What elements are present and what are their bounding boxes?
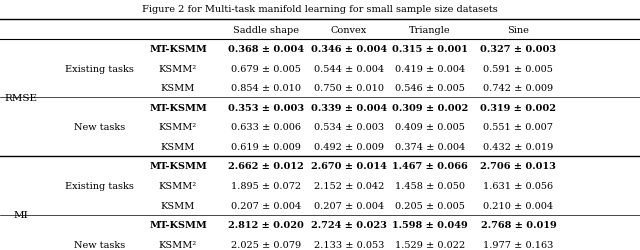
Text: New tasks: New tasks [74, 123, 125, 132]
Text: 0.409 ± 0.005: 0.409 ± 0.005 [395, 123, 465, 132]
Text: New tasks: New tasks [74, 240, 125, 249]
Text: 0.419 ± 0.004: 0.419 ± 0.004 [395, 64, 465, 73]
Text: 1.467 ± 0.066: 1.467 ± 0.066 [392, 162, 468, 171]
Text: 1.977 ± 0.163: 1.977 ± 0.163 [483, 240, 554, 249]
Text: 0.534 ± 0.003: 0.534 ± 0.003 [314, 123, 384, 132]
Text: RMSE: RMSE [4, 94, 37, 102]
Text: 0.309 ± 0.002: 0.309 ± 0.002 [392, 103, 468, 112]
Text: 1.895 ± 0.072: 1.895 ± 0.072 [230, 181, 301, 190]
Text: KSMM: KSMM [161, 142, 195, 151]
Text: 1.631 ± 0.056: 1.631 ± 0.056 [483, 181, 554, 190]
Text: 0.346 ± 0.004: 0.346 ± 0.004 [311, 45, 387, 54]
Text: 0.432 ± 0.019: 0.432 ± 0.019 [483, 142, 554, 151]
Text: MT-KSMM: MT-KSMM [149, 103, 207, 112]
Text: 0.750 ± 0.010: 0.750 ± 0.010 [314, 84, 384, 93]
Text: KSMM²: KSMM² [159, 181, 197, 190]
Text: 0.207 ± 0.004: 0.207 ± 0.004 [230, 201, 301, 210]
Text: 0.319 ± 0.002: 0.319 ± 0.002 [481, 103, 556, 112]
Text: 0.591 ± 0.005: 0.591 ± 0.005 [483, 64, 554, 73]
Text: 0.339 ± 0.004: 0.339 ± 0.004 [311, 103, 387, 112]
Text: 0.551 ± 0.007: 0.551 ± 0.007 [483, 123, 554, 132]
Text: 0.374 ± 0.004: 0.374 ± 0.004 [395, 142, 465, 151]
Text: 2.662 ± 0.012: 2.662 ± 0.012 [228, 162, 303, 171]
Text: 1.458 ± 0.050: 1.458 ± 0.050 [395, 181, 465, 190]
Text: Figure 2 for Multi-task manifold learning for small sample size datasets: Figure 2 for Multi-task manifold learnin… [142, 5, 498, 14]
Text: Sine: Sine [508, 26, 529, 35]
Text: KSMM²: KSMM² [159, 240, 197, 249]
Text: 0.368 ± 0.004: 0.368 ± 0.004 [228, 45, 303, 54]
Text: 0.327 ± 0.003: 0.327 ± 0.003 [481, 45, 556, 54]
Text: 0.546 ± 0.005: 0.546 ± 0.005 [395, 84, 465, 93]
Text: 1.529 ± 0.022: 1.529 ± 0.022 [395, 240, 465, 249]
Text: 2.670 ± 0.014: 2.670 ± 0.014 [311, 162, 387, 171]
Text: 0.742 ± 0.009: 0.742 ± 0.009 [483, 84, 554, 93]
Text: 0.210 ± 0.004: 0.210 ± 0.004 [483, 201, 554, 210]
Text: KSMM: KSMM [161, 201, 195, 210]
Text: 0.353 ± 0.003: 0.353 ± 0.003 [228, 103, 303, 112]
Text: 2.133 ± 0.053: 2.133 ± 0.053 [314, 240, 384, 249]
Text: Saddle shape: Saddle shape [232, 26, 299, 35]
Text: 0.619 ± 0.009: 0.619 ± 0.009 [230, 142, 301, 151]
Text: 2.768 ± 0.019: 2.768 ± 0.019 [481, 220, 556, 229]
Text: MT-KSMM: MT-KSMM [149, 162, 207, 171]
Text: 0.492 ± 0.009: 0.492 ± 0.009 [314, 142, 384, 151]
Text: 2.812 ± 0.020: 2.812 ± 0.020 [228, 220, 303, 229]
Text: 0.633 ± 0.006: 0.633 ± 0.006 [230, 123, 301, 132]
Text: 0.205 ± 0.005: 0.205 ± 0.005 [395, 201, 465, 210]
Text: Existing tasks: Existing tasks [65, 64, 134, 73]
Text: 2.152 ± 0.042: 2.152 ± 0.042 [314, 181, 384, 190]
Text: Convex: Convex [331, 26, 367, 35]
Text: 0.315 ± 0.001: 0.315 ± 0.001 [392, 45, 468, 54]
Text: 2.724 ± 0.023: 2.724 ± 0.023 [311, 220, 387, 229]
Text: KSMM²: KSMM² [159, 64, 197, 73]
Text: 2.025 ± 0.079: 2.025 ± 0.079 [230, 240, 301, 249]
Text: 2.706 ± 0.013: 2.706 ± 0.013 [481, 162, 556, 171]
Text: KSMM: KSMM [161, 84, 195, 93]
Text: MT-KSMM: MT-KSMM [149, 45, 207, 54]
Text: 0.207 ± 0.004: 0.207 ± 0.004 [314, 201, 384, 210]
Text: 0.679 ± 0.005: 0.679 ± 0.005 [230, 64, 301, 73]
Text: Existing tasks: Existing tasks [65, 181, 134, 190]
Text: 1.598 ± 0.049: 1.598 ± 0.049 [392, 220, 468, 229]
Text: 0.854 ± 0.010: 0.854 ± 0.010 [230, 84, 301, 93]
Text: MT-KSMM: MT-KSMM [149, 220, 207, 229]
Text: 0.544 ± 0.004: 0.544 ± 0.004 [314, 64, 384, 73]
Text: KSMM²: KSMM² [159, 123, 197, 132]
Text: MI: MI [13, 210, 28, 220]
Text: Triangle: Triangle [409, 26, 451, 35]
